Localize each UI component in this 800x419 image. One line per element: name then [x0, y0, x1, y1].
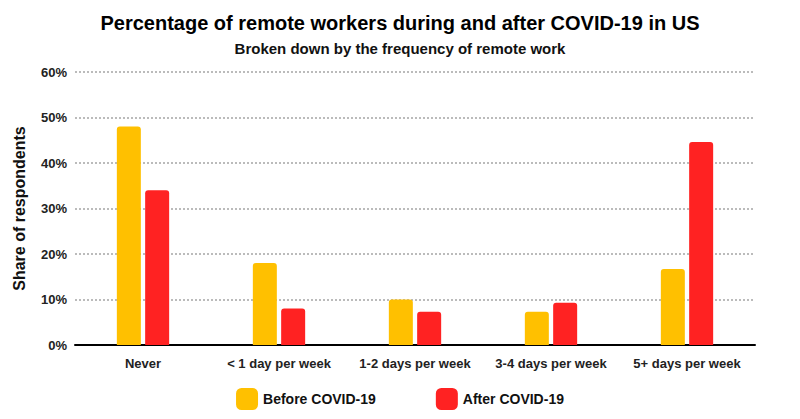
svg-text:10%: 10%	[41, 292, 67, 307]
svg-text:Before COVID-19: Before COVID-19	[263, 391, 376, 407]
svg-text:30%: 30%	[41, 201, 67, 216]
svg-text:5+ days per week: 5+ days per week	[633, 356, 741, 371]
svg-text:60%: 60%	[41, 65, 67, 80]
svg-text:3-4 days per week: 3-4 days per week	[495, 356, 607, 371]
svg-text:20%: 20%	[41, 247, 67, 262]
svg-text:50%: 50%	[41, 110, 67, 125]
svg-text:< 1 day per week: < 1 day per week	[227, 356, 331, 371]
svg-text:0%: 0%	[48, 338, 67, 353]
svg-text:1-2 days per week: 1-2 days per week	[359, 356, 471, 371]
svg-text:Never: Never	[125, 356, 161, 371]
svg-text:Broken down by the frequency o: Broken down by the frequency of remote w…	[235, 40, 567, 57]
svg-text:Share of respondents: Share of respondents	[11, 126, 28, 291]
svg-text:Percentage of remote workers d: Percentage of remote workers during and …	[100, 12, 699, 34]
svg-text:40%: 40%	[41, 156, 67, 171]
svg-text:After COVID-19: After COVID-19	[463, 391, 564, 407]
